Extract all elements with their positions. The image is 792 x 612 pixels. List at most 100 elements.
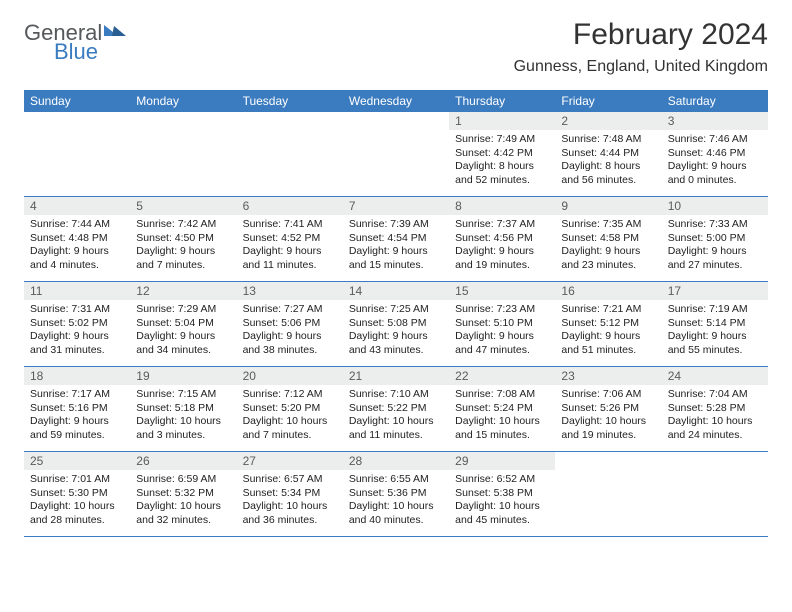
day-cell: 2Sunrise: 7:48 AMSunset: 4:44 PMDaylight… xyxy=(555,112,661,196)
sunrise-line: Sunrise: 7:08 AM xyxy=(455,388,549,401)
day-number: 21 xyxy=(343,367,449,385)
day-cell: 19Sunrise: 7:15 AMSunset: 5:18 PMDayligh… xyxy=(130,367,236,451)
sunrise-line: Sunrise: 7:44 AM xyxy=(30,218,124,231)
sunset-line: Sunset: 5:20 PM xyxy=(243,402,337,415)
day-number: 8 xyxy=(449,197,555,215)
sunrise-line: Sunrise: 7:01 AM xyxy=(30,473,124,486)
sunrise-line: Sunrise: 6:52 AM xyxy=(455,473,549,486)
daylight-line: Daylight: 9 hours and 11 minutes. xyxy=(243,245,337,272)
day-cell: 8Sunrise: 7:37 AMSunset: 4:56 PMDaylight… xyxy=(449,197,555,281)
day-cell: 21Sunrise: 7:10 AMSunset: 5:22 PMDayligh… xyxy=(343,367,449,451)
daylight-line: Daylight: 9 hours and 27 minutes. xyxy=(668,245,762,272)
daylight-line: Daylight: 9 hours and 34 minutes. xyxy=(136,330,230,357)
sunrise-line: Sunrise: 7:29 AM xyxy=(136,303,230,316)
day-cell: 24Sunrise: 7:04 AMSunset: 5:28 PMDayligh… xyxy=(662,367,768,451)
sunrise-line: Sunrise: 7:10 AM xyxy=(349,388,443,401)
sunrise-line: Sunrise: 7:25 AM xyxy=(349,303,443,316)
day-number: 15 xyxy=(449,282,555,300)
day-number: 10 xyxy=(662,197,768,215)
daylight-line: Daylight: 8 hours and 52 minutes. xyxy=(455,160,549,187)
day-number: 17 xyxy=(662,282,768,300)
week-row: 18Sunrise: 7:17 AMSunset: 5:16 PMDayligh… xyxy=(24,366,768,451)
day-details: Sunrise: 7:04 AMSunset: 5:28 PMDaylight:… xyxy=(662,385,768,446)
day-number: 4 xyxy=(24,197,130,215)
day-details: Sunrise: 7:06 AMSunset: 5:26 PMDaylight:… xyxy=(555,385,661,446)
day-cell xyxy=(130,112,236,196)
weeks-container: 1Sunrise: 7:49 AMSunset: 4:42 PMDaylight… xyxy=(24,112,768,537)
sunset-line: Sunset: 5:38 PM xyxy=(455,487,549,500)
logo-word-2: Blue xyxy=(54,39,98,64)
sunrise-line: Sunrise: 7:06 AM xyxy=(561,388,655,401)
header: General Blue February 2024 Gunness, Engl… xyxy=(24,18,768,76)
daylight-line: Daylight: 9 hours and 23 minutes. xyxy=(561,245,655,272)
sunset-line: Sunset: 4:48 PM xyxy=(30,232,124,245)
daylight-line: Daylight: 9 hours and 43 minutes. xyxy=(349,330,443,357)
sunset-line: Sunset: 4:58 PM xyxy=(561,232,655,245)
day-cell xyxy=(555,452,661,536)
day-details: Sunrise: 7:29 AMSunset: 5:04 PMDaylight:… xyxy=(130,300,236,361)
sunset-line: Sunset: 4:56 PM xyxy=(455,232,549,245)
title-block: February 2024 Gunness, England, United K… xyxy=(514,18,768,76)
daylight-line: Daylight: 10 hours and 11 minutes. xyxy=(349,415,443,442)
day-details: Sunrise: 7:49 AMSunset: 4:42 PMDaylight:… xyxy=(449,130,555,191)
daylight-line: Daylight: 9 hours and 38 minutes. xyxy=(243,330,337,357)
day-number: 26 xyxy=(130,452,236,470)
day-number: 23 xyxy=(555,367,661,385)
sunrise-line: Sunrise: 6:57 AM xyxy=(243,473,337,486)
logo: General Blue xyxy=(24,22,126,68)
daylight-line: Daylight: 9 hours and 15 minutes. xyxy=(349,245,443,272)
bottom-rule xyxy=(24,536,768,537)
sunset-line: Sunset: 5:10 PM xyxy=(455,317,549,330)
logo-text: General Blue xyxy=(24,22,126,68)
day-details: Sunrise: 7:15 AMSunset: 5:18 PMDaylight:… xyxy=(130,385,236,446)
day-cell: 5Sunrise: 7:42 AMSunset: 4:50 PMDaylight… xyxy=(130,197,236,281)
day-details: Sunrise: 7:39 AMSunset: 4:54 PMDaylight:… xyxy=(343,215,449,276)
sunset-line: Sunset: 5:08 PM xyxy=(349,317,443,330)
day-number: 6 xyxy=(237,197,343,215)
sunset-line: Sunset: 5:02 PM xyxy=(30,317,124,330)
day-cell: 16Sunrise: 7:21 AMSunset: 5:12 PMDayligh… xyxy=(555,282,661,366)
day-number: 29 xyxy=(449,452,555,470)
daylight-line: Daylight: 9 hours and 4 minutes. xyxy=(30,245,124,272)
week-row: 4Sunrise: 7:44 AMSunset: 4:48 PMDaylight… xyxy=(24,196,768,281)
sunrise-line: Sunrise: 7:21 AM xyxy=(561,303,655,316)
daylight-line: Daylight: 10 hours and 40 minutes. xyxy=(349,500,443,527)
day-details: Sunrise: 7:27 AMSunset: 5:06 PMDaylight:… xyxy=(237,300,343,361)
sunrise-line: Sunrise: 7:41 AM xyxy=(243,218,337,231)
day-cell: 17 Sunrise: 7:19 AMSunset: 5:14 PMDayligh… xyxy=(662,282,768,366)
day-details: Sunrise: 7:46 AMSunset: 4:46 PMDaylight:… xyxy=(662,130,768,191)
day-details: Sunrise: 7:21 AMSunset: 5:12 PMDaylight:… xyxy=(555,300,661,361)
daylight-line: Daylight: 10 hours and 45 minutes. xyxy=(455,500,549,527)
calendar-page: General Blue February 2024 Gunness, Engl… xyxy=(0,0,792,537)
day-details: Sunrise: 7:41 AMSunset: 4:52 PMDaylight:… xyxy=(237,215,343,276)
day-details: Sunrise: 7:42 AMSunset: 4:50 PMDaylight:… xyxy=(130,215,236,276)
sunset-line: Sunset: 5:14 PM xyxy=(668,317,762,330)
day-cell: 29 Sunrise: 6:52 AMSunset: 5:38 PMDayligh… xyxy=(449,452,555,536)
sunset-line: Sunset: 5:16 PM xyxy=(30,402,124,415)
day-details: Sunrise: 7:25 AMSunset: 5:08 PMDaylight:… xyxy=(343,300,449,361)
day-details: Sunrise: 6:55 AMSunset: 5:36 PMDaylight:… xyxy=(343,470,449,531)
dow-cell: Friday xyxy=(555,90,661,112)
daylight-line: Daylight: 9 hours and 7 minutes. xyxy=(136,245,230,272)
day-cell: 23Sunrise: 7:06 AMSunset: 5:26 PMDayligh… xyxy=(555,367,661,451)
sunset-line: Sunset: 5:26 PM xyxy=(561,402,655,415)
day-number: 2 xyxy=(555,112,661,130)
day-number: 1 xyxy=(449,112,555,130)
sunrise-line: Sunrise: 7:19 AM xyxy=(668,303,762,316)
daylight-line: Daylight: 9 hours and 55 minutes. xyxy=(668,330,762,357)
sunrise-line: Sunrise: 7:04 AM xyxy=(668,388,762,401)
day-details: Sunrise: 7:23 AMSunset: 5:10 PMDaylight:… xyxy=(449,300,555,361)
month-title: February 2024 xyxy=(514,18,768,52)
day-cell: 7Sunrise: 7:39 AMSunset: 4:54 PMDaylight… xyxy=(343,197,449,281)
day-cell: 15Sunrise: 7:23 AMSunset: 5:10 PMDayligh… xyxy=(449,282,555,366)
daylight-line: Daylight: 9 hours and 47 minutes. xyxy=(455,330,549,357)
daylight-line: Daylight: 9 hours and 0 minutes. xyxy=(668,160,762,187)
daylight-line: Daylight: 10 hours and 24 minutes. xyxy=(668,415,762,442)
dow-cell: Monday xyxy=(130,90,236,112)
sunrise-line: Sunrise: 6:55 AM xyxy=(349,473,443,486)
day-number: 14 xyxy=(343,282,449,300)
dow-cell: Saturday xyxy=(662,90,768,112)
day-details: Sunrise: 7:44 AMSunset: 4:48 PMDaylight:… xyxy=(24,215,130,276)
sunset-line: Sunset: 5:06 PM xyxy=(243,317,337,330)
sunset-line: Sunset: 5:00 PM xyxy=(668,232,762,245)
